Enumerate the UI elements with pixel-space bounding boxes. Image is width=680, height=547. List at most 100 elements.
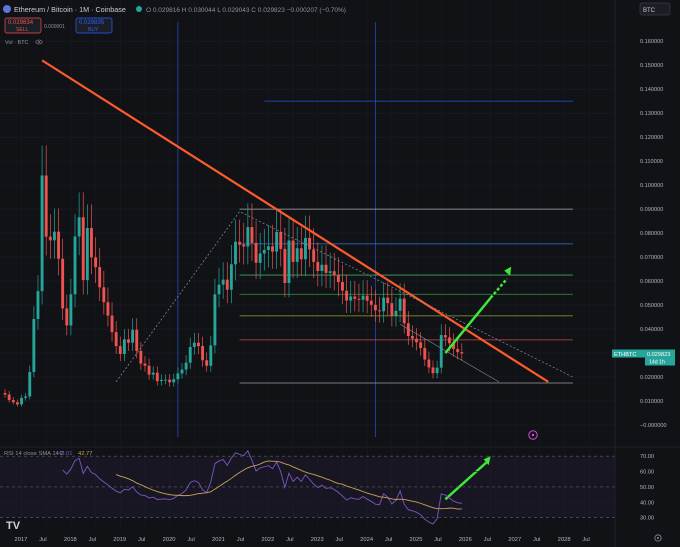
current-price-value: 0.029823 [647, 352, 670, 358]
candle-body [57, 231, 60, 259]
price-tick: 0.150000 [640, 63, 663, 69]
sell-button[interactable] [4, 17, 42, 34]
candle-body [201, 346, 205, 361]
candle-body [246, 227, 250, 247]
candle-body [229, 264, 233, 290]
time-tick: Jul [533, 537, 540, 543]
candle-body [324, 264, 328, 273]
candle-body [135, 329, 139, 351]
candle-body [283, 248, 287, 283]
candle-body [332, 271, 336, 276]
candle-body [406, 323, 410, 337]
candle-body [143, 363, 147, 366]
price-tick: 0.140000 [640, 87, 663, 93]
rsi-tick: 60.00 [640, 470, 654, 476]
alert-icon[interactable] [528, 430, 538, 440]
projection-arrow-dashed [489, 277, 509, 299]
buy-price: 0.029835 [79, 20, 105, 26]
candle-body [443, 335, 447, 338]
price-tick: 0.050000 [640, 303, 663, 309]
price-tick: 0.130000 [640, 111, 663, 117]
rsi-tick: 30.00 [640, 516, 654, 522]
ethereum-logo-icon [3, 5, 11, 13]
candle-body [345, 290, 349, 301]
candle-body [336, 275, 340, 283]
time-tick: 2026 [459, 537, 472, 543]
ohlc-readout: O 0.029816 H 0.030044 L 0.029043 C 0.029… [146, 7, 346, 14]
time-tick: Jul [39, 537, 46, 543]
candle-body [386, 297, 390, 304]
candle-body [180, 369, 184, 374]
candle-body [3, 393, 7, 395]
candle-body [81, 217, 85, 281]
rsi-sma-value: 42.77 [78, 451, 93, 457]
candle-body [460, 352, 464, 354]
candle-body [184, 362, 188, 370]
candle-body [102, 287, 106, 303]
sell-label: SELL [16, 27, 28, 33]
time-tick: Jul [138, 537, 145, 543]
time-tick: Jul [237, 537, 244, 543]
rsi-tick: 70.00 [640, 454, 654, 460]
time-tick: 2023 [311, 537, 324, 543]
candle-body [394, 310, 398, 316]
time-axis[interactable]: 2017 Jul 2018 Jul 2019 Jul 2020 Jul 2021 Jul 2022 J… [15, 537, 590, 543]
candle-body [308, 237, 311, 250]
candle-body [234, 241, 237, 265]
price-axis[interactable]: 0.160000 0.150000 0.140000 0.130000 0.120000… [614, 0, 667, 547]
spread-value: 0.000001 [44, 24, 65, 30]
candle-body [188, 347, 192, 363]
candle-body [410, 336, 414, 339]
candle-body [353, 296, 357, 299]
candle-body [258, 253, 262, 263]
currency-button[interactable] [639, 2, 671, 16]
candle-body [205, 360, 209, 366]
candle-body [271, 246, 274, 252]
time-tick: 2027 [508, 537, 521, 543]
candle-body [341, 282, 344, 291]
currency-button-label: BTC [643, 8, 656, 14]
current-price-tag: ETHBTC 0.029823 14d 1h [612, 349, 675, 366]
buy-button[interactable] [75, 17, 113, 34]
candle-body [15, 402, 19, 405]
time-tick: 2020 [163, 537, 176, 543]
candle-body [402, 298, 406, 324]
candle-body [36, 291, 40, 319]
eye-icon[interactable] [35, 39, 43, 45]
candle-body [127, 339, 130, 343]
candle-body [98, 267, 102, 288]
candle-body [382, 297, 386, 312]
price-tick: −0.000000 [640, 423, 667, 429]
projection-arrow-shaft [444, 297, 492, 354]
descending-trendline [41, 59, 549, 383]
candle-body [419, 342, 423, 349]
symbol-title[interactable]: Ethereum / Bitcoin · 1M · Coinbase [14, 5, 126, 14]
tradingview-logo: TV [6, 520, 21, 532]
candle-body [209, 345, 213, 366]
time-tick: Jul [434, 537, 441, 543]
candle-body [24, 396, 28, 398]
candle-body [357, 298, 361, 300]
candle-body [110, 315, 114, 333]
candle-body [65, 308, 69, 326]
price-tick: 0.160000 [640, 39, 663, 45]
time-tick: 2019 [113, 537, 126, 543]
candle-body [155, 372, 159, 382]
trend-overlays [41, 59, 574, 501]
settings-gear-icon[interactable] [654, 534, 662, 542]
volume-legend[interactable]: Vol · BTC [5, 40, 29, 46]
time-tick: 2021 [212, 537, 225, 543]
time-tick: 2022 [261, 537, 274, 543]
candle-body [328, 271, 332, 273]
price-tick: 0.110000 [640, 159, 663, 165]
time-tick: Jul [484, 537, 491, 543]
candle-body [266, 246, 270, 250]
candle-body [291, 240, 295, 262]
rsi-title[interactable]: RSI 14 close SMA 14 2 [4, 451, 64, 457]
candle-body [139, 350, 143, 364]
candle-body [225, 279, 229, 290]
candle-body [118, 346, 122, 354]
candle-body [94, 257, 98, 268]
candle-body [373, 304, 377, 311]
